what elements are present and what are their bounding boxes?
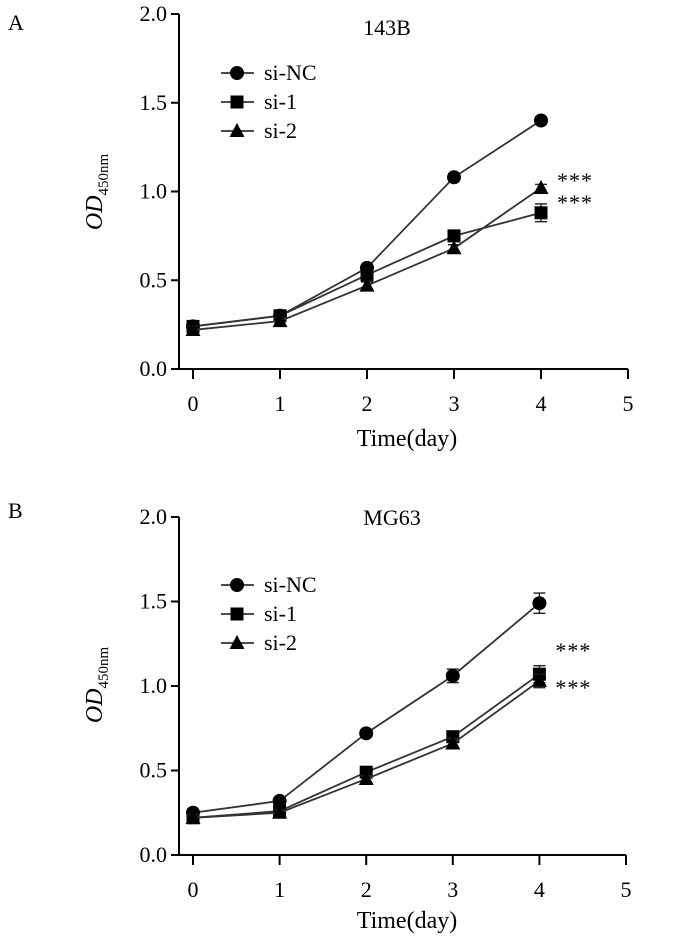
legend-marker (230, 66, 244, 80)
y-axis-label: OD450nm (82, 154, 112, 231)
data-point (359, 726, 374, 741)
data-point (358, 770, 374, 785)
data-point (445, 735, 461, 750)
legend-marker (230, 95, 244, 109)
y-axis-label-sub: 450nm (96, 647, 112, 689)
data-point (272, 804, 288, 819)
series-si-NC (186, 113, 548, 334)
y-tick-label: 0.5 (140, 267, 168, 292)
significance-label: *** (557, 168, 593, 193)
legend-marker (229, 635, 245, 649)
x-tick-label: 2 (361, 877, 372, 902)
data-point (447, 170, 461, 185)
significance-label: *** (555, 638, 591, 663)
legend-label: si-NC (264, 572, 317, 597)
x-tick-label: 0 (188, 391, 199, 416)
series-si-1 (186, 665, 546, 825)
y-axis-label-main: OD (82, 689, 108, 724)
y-tick-label: 0.0 (140, 842, 168, 867)
series-line (192, 673, 540, 819)
y-tick-label: 1.0 (140, 673, 168, 698)
legend-marker (229, 123, 245, 137)
data-point (532, 596, 547, 611)
panel-a: A 143B Time(day) OD450nm 0.0 0.5 1.0 1.5 2.0… (8, 1, 634, 452)
y-tick-label: 2.0 (140, 1, 168, 26)
data-point (531, 672, 547, 687)
data-point (272, 313, 288, 328)
x-tick-label: 4 (536, 391, 547, 416)
data-point (360, 268, 374, 282)
data-point (534, 113, 548, 128)
significance-label: *** (555, 675, 591, 700)
x-tick-label: 2 (362, 391, 373, 416)
legend: si-NC si-1 si-2 (221, 60, 317, 143)
x-tick-label: 4 (534, 877, 545, 902)
y-tick-label: 1.5 (140, 90, 168, 115)
x-axis-label: Time(day) (357, 426, 457, 452)
chart-title: MG63 (363, 505, 420, 530)
x-tick-label: 3 (449, 391, 460, 416)
chart-title: 143B (363, 15, 411, 40)
x-tick-label: 5 (621, 877, 632, 902)
series-line (192, 187, 542, 331)
significance-label: *** (557, 190, 593, 215)
panel-letter: A (8, 10, 24, 35)
x-tick-label: 5 (623, 391, 634, 416)
legend-label: si-2 (264, 630, 297, 655)
panel-letter: B (8, 498, 23, 523)
y-tick-label: 0.0 (140, 356, 168, 381)
legend-marker (230, 578, 244, 592)
y-tick-label: 1.5 (140, 589, 168, 614)
y-tick-label: 0.5 (140, 758, 168, 783)
legend-label: si-1 (264, 601, 297, 626)
series-si-2 (185, 672, 547, 824)
series-si-2 (185, 179, 549, 336)
x-axis-label: Time(day) (357, 908, 457, 934)
legend: si-NC si-1 si-2 (221, 572, 317, 655)
x-tick-label: 0 (188, 877, 199, 902)
panel-b: B MG63 Time(day) OD450nm 0.0 0.5 1.0 1.5 2.0… (8, 498, 632, 934)
legend-marker (230, 607, 244, 621)
y-tick-label: 2.0 (140, 504, 168, 529)
data-point (185, 809, 201, 824)
data-point (272, 793, 287, 808)
legend-label: si-2 (264, 118, 297, 143)
series-line (192, 680, 540, 819)
data-point (533, 179, 549, 194)
y-tick-label: 1.0 (140, 179, 168, 204)
series-si-NC (186, 592, 547, 820)
data-point (447, 229, 461, 243)
y-axis-label-main: OD (82, 196, 108, 231)
data-point (534, 206, 548, 220)
data-point (446, 240, 462, 255)
x-tick-label: 1 (274, 877, 285, 902)
legend-label: si-NC (264, 60, 317, 85)
data-point (359, 277, 375, 292)
data-point (185, 321, 201, 336)
y-axis-label: OD450nm (82, 647, 112, 724)
x-tick-label: 3 (447, 877, 458, 902)
y-axis-label-sub: 450nm (96, 154, 112, 196)
data-point (445, 668, 460, 683)
legend-label: si-1 (264, 89, 297, 114)
x-tick-label: 1 (275, 391, 286, 416)
